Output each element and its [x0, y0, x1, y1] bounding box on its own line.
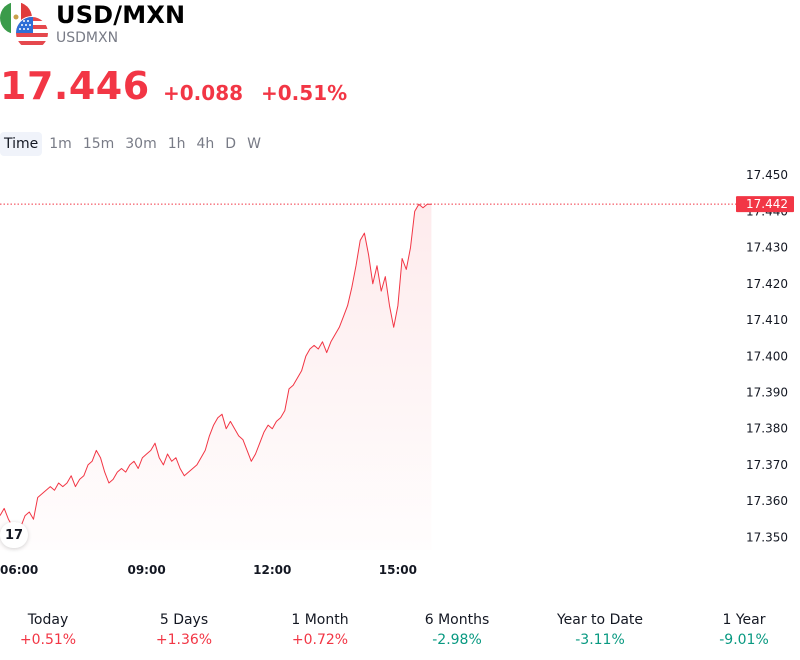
interval-tab-30m[interactable]: 30m [125, 136, 157, 152]
y-axis-tick-label: 17.360 [746, 494, 788, 508]
performance-label: 1 Year [722, 612, 766, 628]
y-axis-tick-label: 17.390 [746, 385, 788, 399]
performance-item[interactable]: Year to Date -3.11% [545, 610, 655, 650]
price-series-line [0, 203, 432, 527]
performance-item[interactable]: 6 Months -2.98% [402, 610, 512, 650]
last-price-badge-label: 17.442 [746, 197, 788, 211]
x-axis-tick-label: 09:00 [127, 563, 165, 577]
y-axis-tick-label: 17.370 [746, 458, 788, 472]
x-axis-tick-label: 06:00 [0, 563, 38, 577]
interval-tab-w[interactable]: W [247, 136, 261, 152]
performance-label: 1 Month [291, 612, 349, 628]
interval-tab-time[interactable]: Time [0, 132, 43, 156]
price-chart[interactable]: 17.45017.44017.43017.42017.41017.40017.3… [0, 160, 800, 590]
interval-tabs: Time 1m 15m 30m 1h 4h D W [0, 132, 268, 156]
price-area-fill [0, 204, 432, 550]
performance-value: -9.01% [719, 632, 769, 648]
currency-flags-icon [0, 2, 49, 50]
last-price: 17.446 [0, 64, 150, 108]
usa-flag-icon [15, 16, 49, 50]
interval-tab-1h[interactable]: 1h [167, 136, 186, 152]
y-axis-tick-label: 17.400 [746, 349, 788, 363]
symbol-title: USD/MXN [56, 1, 186, 29]
price-quote: 17.446 +0.088 +0.51% [0, 62, 800, 112]
interval-tab-15m[interactable]: 15m [82, 136, 115, 152]
y-axis-tick-label: 17.350 [746, 530, 788, 544]
performance-item[interactable]: 1 Month +0.72% [265, 610, 375, 650]
symbol-header: USD/MXN USDMXN [0, 0, 800, 60]
performance-value: -2.98% [432, 632, 482, 648]
y-axis-tick-label: 17.450 [746, 168, 788, 182]
price-change: +0.088 [163, 81, 244, 105]
y-axis-tick-label: 17.410 [746, 313, 788, 327]
x-axis-tick-label: 15:00 [379, 563, 417, 577]
performance-item[interactable]: Today +0.51% [0, 610, 103, 650]
y-axis-tick-label: 17.420 [746, 277, 788, 291]
performance-label: 5 Days [159, 612, 209, 628]
interval-tab-d[interactable]: D [225, 136, 237, 152]
last-price-badge [736, 196, 794, 213]
tradingview-logo-icon[interactable]: 17 [0, 522, 28, 548]
x-axis-tick-label: 12:00 [253, 563, 291, 577]
symbol-ticker: USDMXN [56, 30, 119, 46]
performance-label: 6 Months [424, 612, 490, 628]
interval-tab-4h[interactable]: 4h [196, 136, 215, 152]
price-chart-svg[interactable]: 17.45017.44017.43017.42017.41017.40017.3… [0, 160, 800, 590]
performance-label: Year to Date [556, 612, 644, 628]
y-axis-tick-label: 17.380 [746, 422, 788, 436]
y-axis-tick-label: 17.430 [746, 241, 788, 255]
performance-value: -3.11% [575, 632, 625, 648]
interval-tab-1m[interactable]: 1m [49, 136, 72, 152]
performance-value: +0.51% [19, 632, 77, 648]
performance-value: +1.36% [155, 632, 213, 648]
price-change-percent: +0.51% [261, 81, 348, 105]
performance-item[interactable]: 1 Year -9.01% [689, 610, 799, 650]
performance-item[interactable]: 5 Days +1.36% [129, 610, 239, 650]
performance-label: Today [27, 612, 69, 628]
performance-summary: Today +0.51% 5 Days +1.36% 1 Month +0.72% 6 Mo… [0, 610, 800, 654]
performance-value: +0.72% [291, 632, 349, 648]
